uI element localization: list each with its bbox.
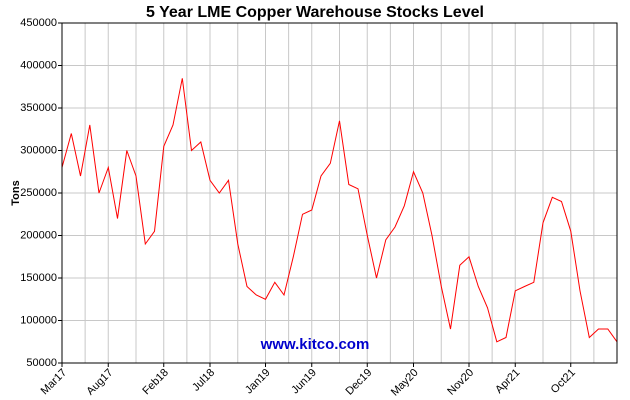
x-tick-label: Jan19 [243, 367, 273, 397]
y-tick-label: 50000 [26, 357, 57, 369]
x-tick-label: Nov20 [445, 367, 476, 398]
x-tick-label: Mar17 [39, 367, 70, 398]
annotation: www.kitco.com [260, 336, 370, 353]
y-tick-label: 150000 [20, 272, 57, 284]
y-tick-label: 400000 [20, 59, 57, 71]
y-tick-label: 350000 [20, 102, 57, 114]
x-tick-label: Jul18 [190, 367, 217, 394]
y-axis-label: Tons [10, 180, 22, 205]
y-tick-label: 300000 [20, 144, 57, 156]
y-tick-label: 450000 [20, 17, 57, 29]
chart-title: 5 Year LME Copper Warehouse Stocks Level [146, 4, 484, 21]
x-tick-label: May20 [389, 367, 421, 399]
x-tick-label: Apr21 [493, 367, 522, 396]
x-tick-label: Feb18 [140, 367, 171, 398]
line [61, 78, 618, 343]
y-tick-label: 250000 [20, 187, 57, 199]
plot-frame [61, 22, 618, 364]
x-tick-label: Aug17 [84, 367, 115, 398]
y-tick-label: 100000 [20, 314, 57, 326]
x-tick-label: Jun19 [289, 367, 319, 397]
y-tick-label: 200000 [20, 229, 57, 241]
x-tick-label: Dec19 [343, 367, 374, 398]
x-tick-label: Oct21 [549, 367, 578, 396]
